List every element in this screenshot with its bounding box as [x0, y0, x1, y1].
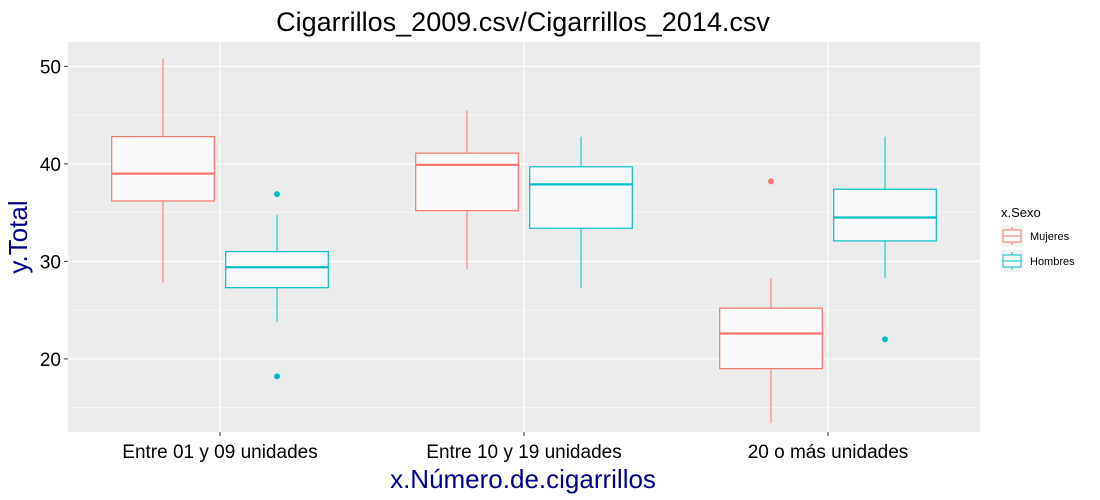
box-hombres: [833, 136, 937, 343]
x-axis: Entre 01 y 09 unidades Entre 10 y 19 unid…: [122, 432, 908, 463]
box-mujeres: [111, 58, 215, 283]
y-axis-label: y.Total: [3, 200, 33, 273]
y-tick-label: 20: [40, 350, 61, 371]
y-tick-label: 40: [40, 155, 61, 176]
x-axis-label: x.Número.de.cigarrillos: [390, 464, 656, 494]
box-body: [833, 188, 937, 242]
box-body: [225, 251, 329, 289]
legend-label-mujeres: Mujeres: [1030, 231, 1070, 243]
legend: x.Sexo Mujeres Hombres: [1001, 205, 1075, 272]
legend-label-hombres: Hombres: [1030, 256, 1075, 268]
chart-title: Cigarrillos_2009.csv/Cigarrillos_2014.cs…: [276, 7, 770, 37]
box-hombres: [529, 136, 633, 288]
x-tick-label: Entre 10 y 19 unidades: [426, 442, 621, 463]
box-hombres: [225, 191, 329, 380]
box-body: [529, 166, 633, 229]
x-tick-label: 20 o más unidades: [748, 442, 909, 463]
outlier-point: [768, 178, 774, 185]
outlier-point: [274, 191, 280, 198]
box-body: [415, 152, 519, 212]
box-mujeres: [719, 178, 823, 424]
grid-lines: [68, 42, 980, 432]
boxes-layer: [111, 58, 937, 424]
legend-title: x.Sexo: [1001, 205, 1041, 220]
outlier-point: [274, 373, 280, 380]
outlier-point: [882, 336, 888, 343]
y-axis: 20 30 40 50: [40, 57, 68, 371]
box-mujeres: [415, 110, 519, 270]
box-body: [719, 307, 823, 370]
box-body: [111, 135, 215, 202]
x-tick-label: Entre 01 y 09 unidades: [122, 442, 317, 463]
y-tick-label: 50: [40, 57, 61, 78]
y-tick-label: 30: [40, 252, 61, 273]
